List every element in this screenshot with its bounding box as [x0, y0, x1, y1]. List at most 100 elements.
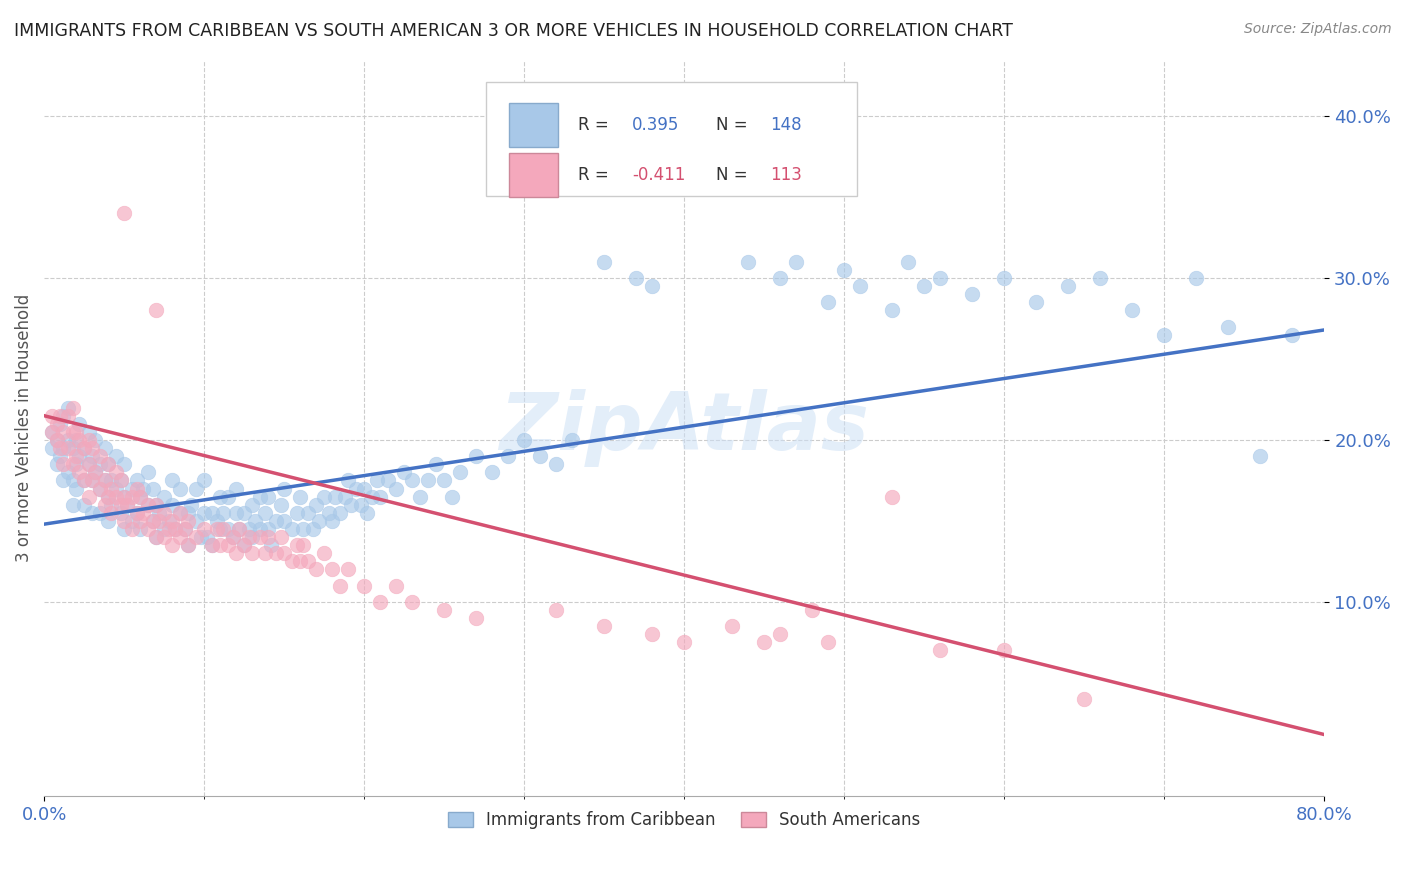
Point	[82, 506, 104, 520]
Point	[52, 441, 75, 455]
Point	[41, 425, 63, 439]
Point	[225, 546, 247, 560]
Point	[105, 449, 128, 463]
Point	[249, 490, 271, 504]
Point	[153, 522, 176, 536]
Point	[174, 522, 197, 536]
Point	[89, 506, 111, 520]
Point	[929, 271, 952, 285]
Point	[160, 538, 183, 552]
Point	[110, 506, 132, 520]
Point	[270, 530, 292, 544]
Point	[97, 490, 120, 504]
FancyBboxPatch shape	[486, 82, 858, 196]
Point	[270, 498, 292, 512]
Point	[160, 514, 183, 528]
Point	[67, 433, 90, 447]
Point	[125, 474, 148, 488]
Point	[882, 490, 904, 504]
Point	[56, 441, 79, 455]
Point	[292, 522, 315, 536]
Point	[433, 603, 456, 617]
Point	[225, 506, 247, 520]
Point	[273, 482, 295, 496]
Point	[177, 538, 200, 552]
Point	[297, 506, 319, 520]
Point	[45, 457, 67, 471]
Point	[1073, 692, 1095, 706]
Point	[49, 449, 72, 463]
Point	[222, 530, 245, 544]
Point	[65, 457, 87, 471]
Point	[217, 538, 239, 552]
Point	[225, 482, 247, 496]
Point	[52, 457, 75, 471]
Point	[89, 457, 111, 471]
Point	[94, 474, 117, 488]
Point	[344, 482, 367, 496]
Point	[513, 433, 536, 447]
Point	[112, 514, 135, 528]
Point	[353, 579, 375, 593]
Text: R =: R =	[578, 116, 614, 134]
Point	[769, 271, 792, 285]
Point	[1057, 279, 1080, 293]
Point	[228, 522, 250, 536]
Point	[73, 441, 96, 455]
Text: -0.411: -0.411	[631, 166, 685, 185]
Point	[721, 619, 744, 633]
Point	[441, 490, 464, 504]
Point	[314, 490, 336, 504]
Point	[205, 522, 228, 536]
Point	[49, 441, 72, 455]
Point	[94, 498, 117, 512]
Point	[392, 466, 415, 480]
Point	[264, 546, 287, 560]
Point	[288, 490, 311, 504]
Point	[82, 474, 104, 488]
Point	[368, 490, 391, 504]
Point	[121, 482, 143, 496]
Point	[67, 417, 90, 431]
Point	[73, 474, 96, 488]
Point	[148, 506, 170, 520]
Point	[41, 441, 63, 455]
Point	[401, 474, 423, 488]
Point	[56, 409, 79, 423]
Bar	[509, 153, 558, 197]
Point	[84, 466, 107, 480]
Point	[97, 514, 120, 528]
Point	[281, 522, 304, 536]
Point	[174, 522, 197, 536]
Point	[145, 530, 167, 544]
Point	[257, 522, 280, 536]
Point	[297, 554, 319, 568]
Point	[100, 482, 122, 496]
Point	[212, 522, 235, 536]
Point	[318, 506, 340, 520]
Point	[737, 255, 759, 269]
Point	[157, 514, 180, 528]
Point	[77, 433, 100, 447]
Point	[62, 401, 84, 415]
Point	[136, 498, 159, 512]
Text: Source: ZipAtlas.com: Source: ZipAtlas.com	[1244, 22, 1392, 37]
Text: 0.395: 0.395	[631, 116, 679, 134]
Point	[121, 522, 143, 536]
Point	[817, 295, 839, 310]
Point	[94, 474, 117, 488]
Y-axis label: 3 or more Vehicles in Household: 3 or more Vehicles in Household	[15, 293, 32, 562]
Point	[56, 433, 79, 447]
Point	[769, 627, 792, 641]
Point	[136, 498, 159, 512]
Point	[145, 498, 167, 512]
Point	[160, 498, 183, 512]
Point	[337, 474, 360, 488]
Point	[142, 514, 165, 528]
Point	[112, 457, 135, 471]
Point	[285, 506, 308, 520]
Point	[82, 449, 104, 463]
Point	[273, 514, 295, 528]
Point	[97, 490, 120, 504]
Point	[160, 474, 183, 488]
